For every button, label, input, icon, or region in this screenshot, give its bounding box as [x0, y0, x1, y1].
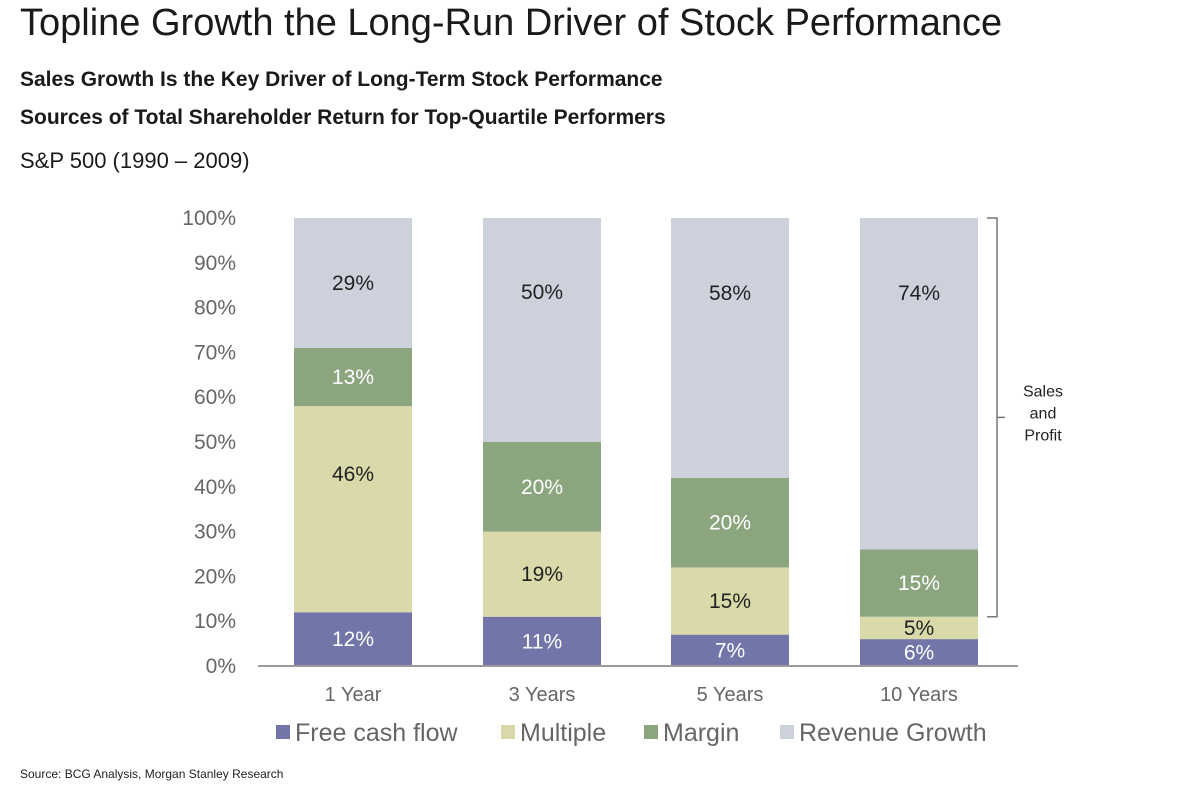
legend-swatch	[780, 725, 794, 739]
chart-subtitle-secondary: Sources of Total Shareholder Return for …	[20, 106, 666, 129]
data-label: 74%	[898, 282, 940, 305]
bar-segment	[483, 218, 601, 442]
source-note: Source: BCG Analysis, Morgan Stanley Res…	[20, 767, 284, 781]
data-label: 7%	[715, 639, 745, 662]
bar-segment	[860, 616, 978, 640]
data-label: 20%	[709, 512, 751, 535]
legend-label: Free cash flow	[295, 719, 459, 747]
data-label: 15%	[709, 590, 751, 613]
data-label: 15%	[898, 572, 940, 595]
legend-swatch	[644, 725, 658, 739]
y-tick-label: 20%	[194, 565, 236, 588]
bar-segment	[671, 567, 789, 635]
annotation-bracket	[987, 217, 1005, 618]
data-label: 29%	[332, 272, 374, 295]
legend-label: Multiple	[520, 719, 606, 747]
legend-label: Margin	[663, 719, 739, 747]
bar-segment	[860, 549, 978, 617]
chart-subtitle-primary: Sales Growth Is the Key Driver of Long-T…	[20, 68, 663, 91]
bar-segment	[671, 634, 789, 666]
y-tick-label: 30%	[194, 521, 236, 544]
annotation-label: and	[1030, 405, 1057, 422]
y-tick-label: 40%	[194, 476, 236, 499]
data-label: 50%	[521, 281, 563, 304]
legend-swatch	[501, 725, 515, 739]
legend-swatch	[276, 725, 290, 739]
bar-segment	[860, 639, 978, 666]
bar-segment	[294, 347, 412, 407]
data-label: 5%	[904, 617, 934, 640]
index-label: S&P 500 (1990 – 2009)	[20, 148, 250, 173]
x-tick-label: 10 Years	[880, 684, 958, 706]
x-tick-label: 5 Years	[697, 684, 764, 706]
data-label: 58%	[709, 282, 751, 305]
y-tick-label: 100%	[182, 207, 236, 230]
data-label: 20%	[521, 476, 563, 499]
bar-segment	[294, 612, 412, 666]
y-tick-label: 0%	[206, 655, 236, 678]
data-label: 13%	[332, 366, 374, 389]
data-label: 46%	[332, 463, 374, 486]
annotation-label: Sales	[1023, 383, 1063, 400]
y-tick-label: 70%	[194, 341, 236, 364]
bar-segment	[483, 616, 601, 666]
bar-segment	[671, 218, 789, 478]
data-label: 19%	[521, 563, 563, 586]
x-tick-label: 1 Year	[325, 684, 382, 706]
data-label: 11%	[522, 630, 562, 653]
data-label: 12%	[332, 628, 374, 651]
bar-segment	[671, 477, 789, 568]
y-tick-label: 80%	[194, 297, 236, 320]
y-tick-label: 10%	[194, 610, 236, 633]
bar-segment	[294, 406, 412, 613]
x-tick-label: 3 Years	[509, 684, 576, 706]
y-tick-label: 50%	[194, 431, 236, 454]
page-title: Topline Growth the Long-Run Driver of St…	[20, 2, 1003, 44]
legend-label: Revenue Growth	[799, 719, 987, 747]
data-label: 6%	[904, 642, 934, 665]
annotation-label: Profit	[1024, 427, 1062, 444]
bar-segment	[483, 442, 601, 532]
bar-segment	[294, 218, 412, 348]
y-tick-label: 90%	[194, 252, 236, 275]
bar-segment	[860, 218, 978, 550]
bar-segment	[483, 531, 601, 617]
y-tick-label: 60%	[194, 386, 236, 409]
